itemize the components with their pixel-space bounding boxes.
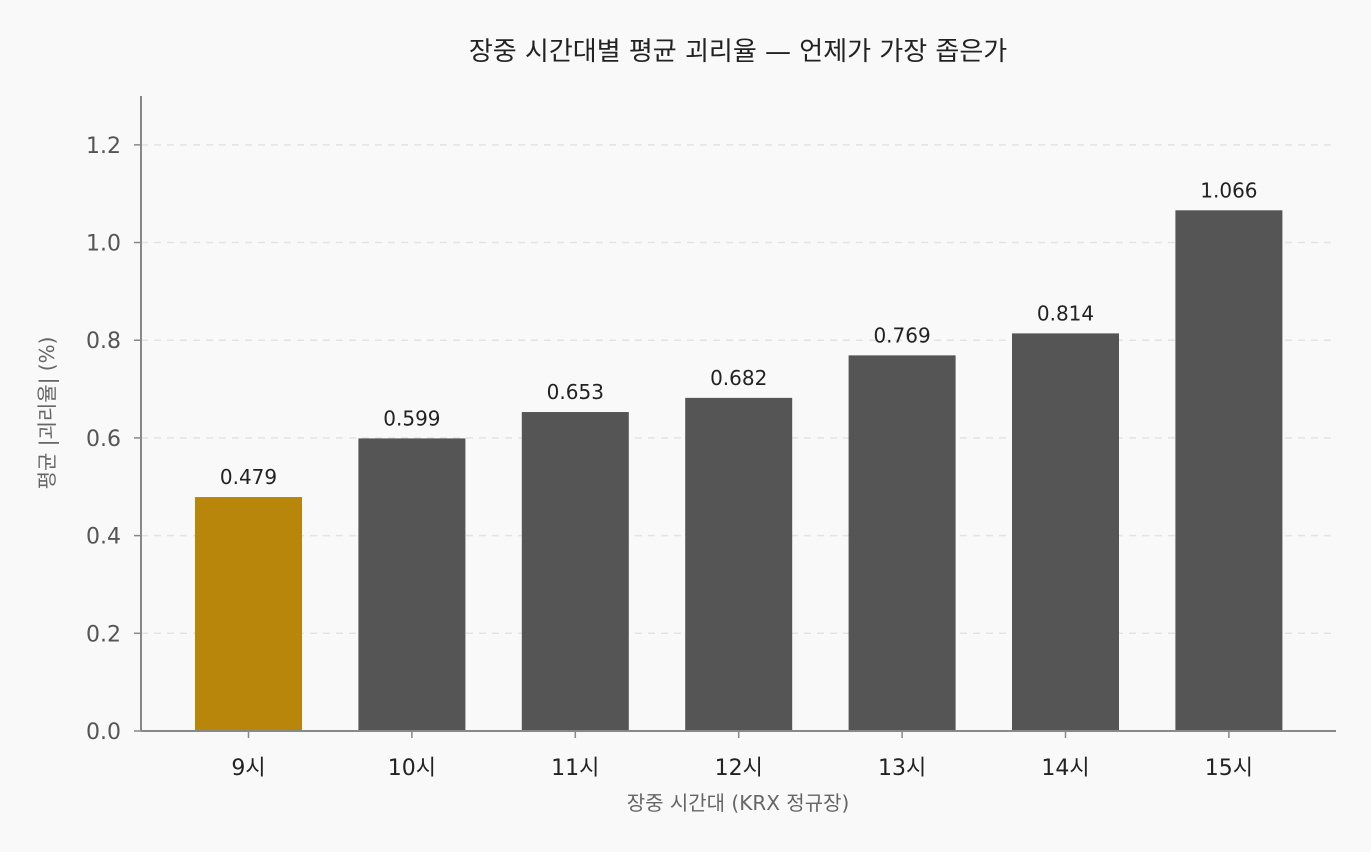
y-tick-label: 1.2: [86, 134, 121, 159]
x-tick-label: 9시: [231, 756, 265, 781]
bars: [195, 210, 1283, 732]
bar: [848, 355, 956, 731]
x-axis-ticks: 9시 10시 11시 12시 13시 14시 15시: [231, 731, 1253, 781]
bar-value-label: 1.066: [1200, 178, 1257, 202]
data-labels: 0.479 0.599 0.653 0.682 0.769 0.814 1.066: [220, 178, 1258, 489]
x-tick-label: 12시: [715, 756, 763, 781]
x-tick-label: 11시: [551, 756, 599, 781]
y-tick-label: 0.0: [86, 720, 121, 745]
bar: [1175, 210, 1283, 732]
x-tick-label: 15시: [1205, 756, 1253, 781]
bar-value-label: 0.814: [1037, 301, 1094, 325]
bar-value-label: 0.479: [220, 465, 277, 489]
bar-value-label: 0.599: [383, 406, 440, 430]
x-axis-label: 장중 시간대 (KRX 정규장): [627, 791, 850, 815]
y-axis-ticks: 0.0 0.2 0.4 0.6 0.8 1.0 1.2: [86, 134, 141, 745]
grid-lines: [141, 144, 1336, 635]
bar: [1012, 333, 1119, 731]
x-tick-label: 10시: [388, 756, 436, 781]
y-tick-label: 0.8: [86, 329, 121, 354]
bar: [195, 497, 302, 731]
bar: [685, 397, 793, 731]
bar: [358, 438, 466, 731]
x-tick-label: 13시: [878, 756, 926, 781]
bar-value-label: 0.682: [710, 366, 767, 390]
y-tick-label: 0.6: [86, 427, 121, 452]
y-tick-label: 1.0: [86, 232, 121, 257]
bar: [521, 412, 629, 731]
bar-value-label: 0.769: [873, 323, 930, 347]
x-tick-label: 14시: [1041, 756, 1089, 781]
y-tick-label: 0.2: [86, 622, 121, 647]
chart-title: 장중 시간대별 평균 괴리율 — 언제가 가장 좁은가: [469, 37, 1007, 67]
bar-value-label: 0.653: [547, 380, 604, 404]
y-axis-label: 평균 |괴리율| (%): [35, 337, 59, 490]
y-tick-label: 0.4: [86, 525, 121, 550]
